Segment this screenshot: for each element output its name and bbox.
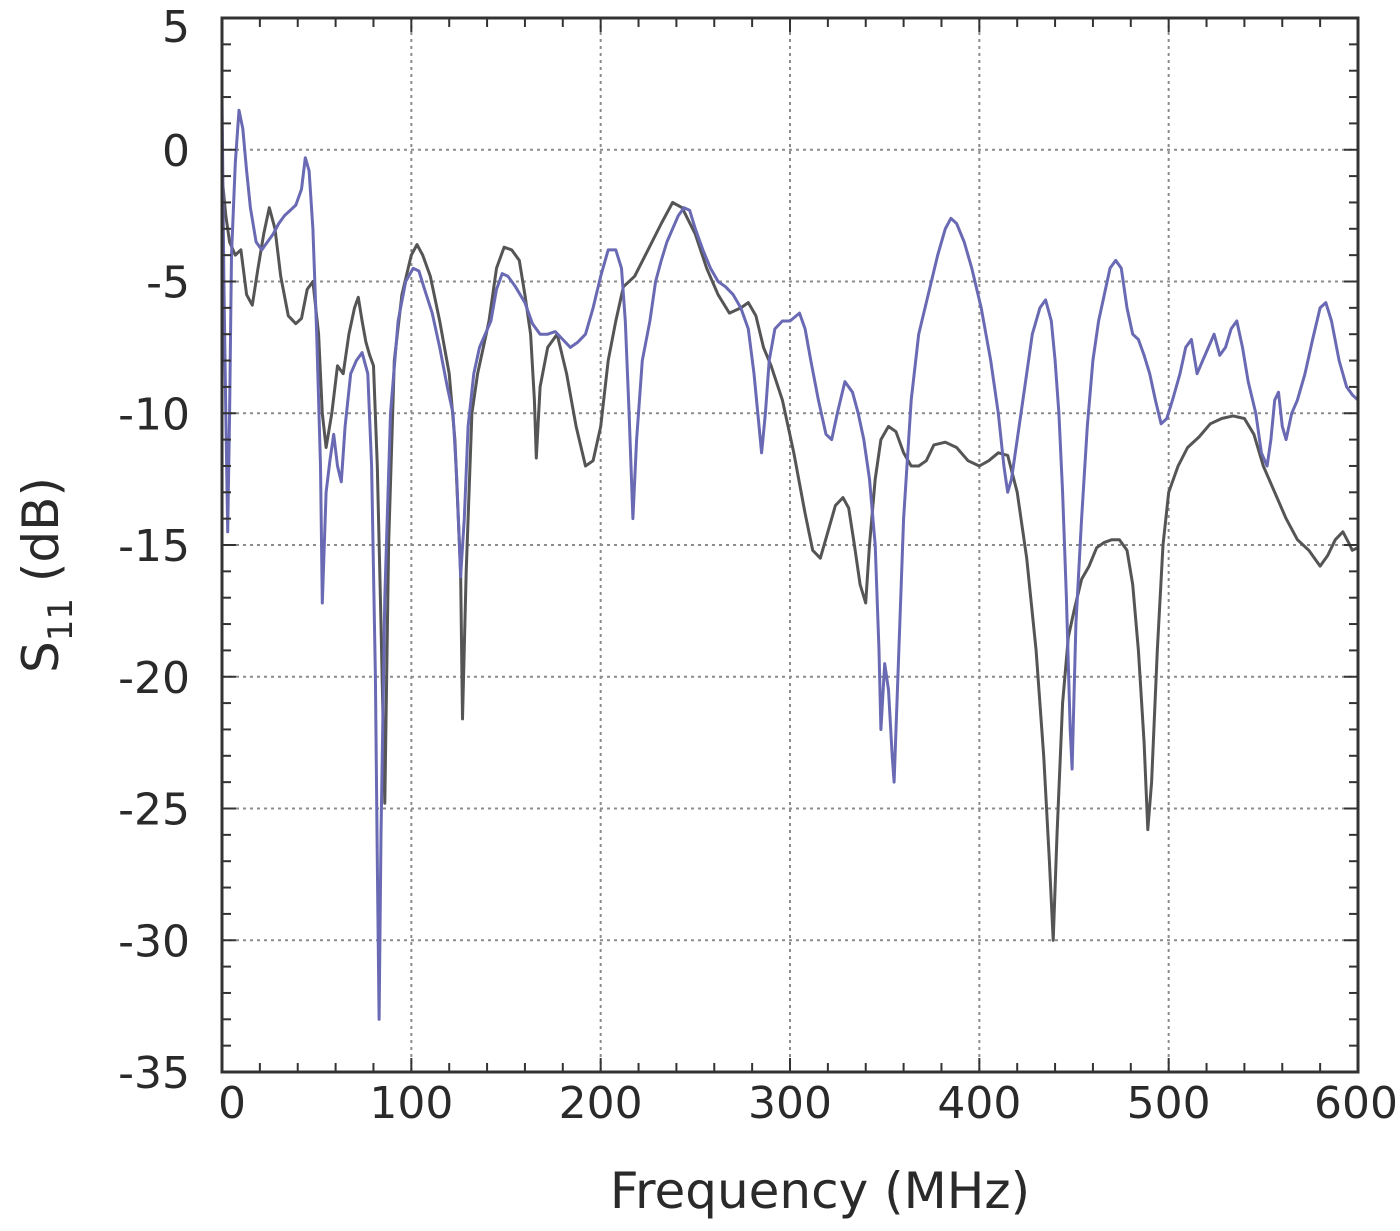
y-tick-label: 5: [162, 2, 190, 53]
x-tick-label: 0: [218, 1078, 246, 1129]
y-tick-label: 0: [162, 126, 190, 177]
x-tick-label: 200: [559, 1078, 643, 1129]
x-axis-title: Frequency (MHz): [610, 1162, 1030, 1220]
y-axis-title: S11 (dB): [12, 477, 81, 673]
minor-ticks: [221, 17, 1359, 1073]
y-tick-label: -10: [118, 389, 190, 440]
grid-lines: [222, 18, 1358, 1072]
x-tick-label: 500: [1127, 1078, 1211, 1129]
y-axis-title-main: S: [12, 641, 70, 673]
y-tick-labels: 5 0 -5 -10 -15 -20 -25 -30 -35: [118, 2, 190, 1099]
series-layer: [220, 95, 1360, 1021]
x-tick-label: 300: [748, 1078, 832, 1129]
series-line-2: [220, 95, 1360, 1021]
y-tick-label: -20: [118, 653, 190, 704]
x-tick-labels: 0 100 200 300 400 500 600: [218, 1078, 1398, 1129]
y-tick-label: -35: [118, 1048, 190, 1099]
x-tick-label: 400: [937, 1078, 1021, 1129]
y-tick-label: -30: [118, 916, 190, 967]
x-tick-label: 100: [369, 1078, 453, 1129]
y-tick-label: -5: [146, 258, 190, 309]
y-axis-title-unit: (dB): [12, 477, 70, 598]
y-axis-title-subscript: 11: [41, 598, 81, 641]
x-tick-label: 600: [1314, 1078, 1398, 1129]
y-tick-label: -15: [118, 521, 190, 572]
y-tick-label: -25: [118, 785, 190, 836]
